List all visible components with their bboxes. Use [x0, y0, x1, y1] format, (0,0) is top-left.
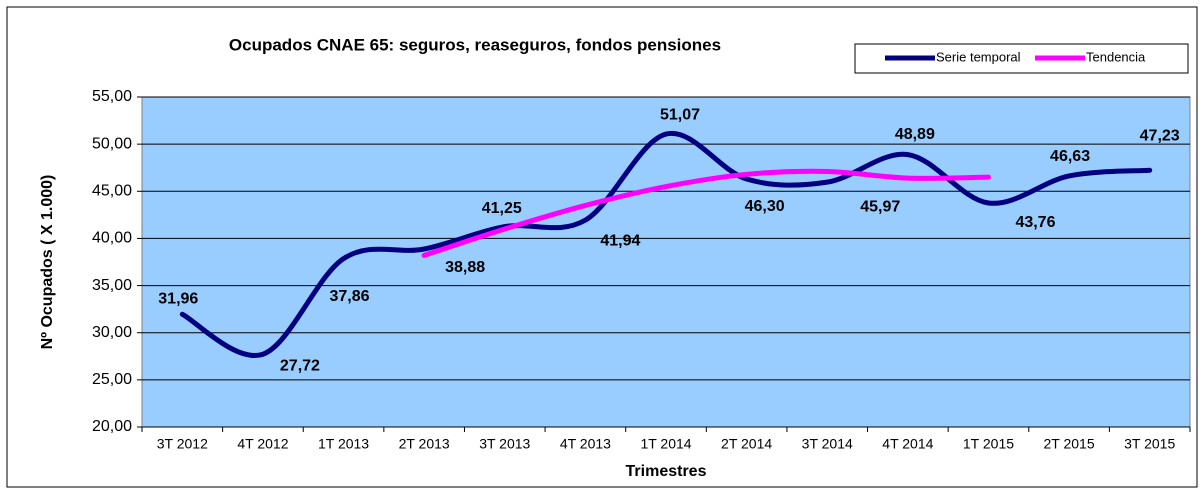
plot-area — [141, 96, 1191, 428]
y-tick-label: 35,00 — [92, 277, 132, 294]
y-tick-label: 55,00 — [92, 88, 132, 105]
data-label: 31,96 — [158, 290, 198, 307]
data-label: 38,88 — [445, 259, 485, 276]
x-tick-label: 3T 2014 — [802, 436, 853, 452]
x-tick-label: 3T 2015 — [1124, 436, 1175, 452]
x-tick-label: 3T 2012 — [157, 436, 208, 452]
x-tick-label: 1T 2015 — [963, 436, 1014, 452]
series-line — [421, 168, 991, 258]
y-tick-label: 50,00 — [92, 135, 132, 152]
data-label: 51,07 — [660, 106, 700, 123]
data-label: 43,76 — [1015, 214, 1055, 231]
x-tick-label: 3T 2013 — [479, 436, 530, 452]
data-label: 41,25 — [482, 200, 522, 217]
y-tick-label: 40,00 — [92, 230, 132, 247]
x-tick-label: 4T 2013 — [560, 436, 611, 452]
y-tick-label: 20,00 — [92, 418, 132, 435]
data-label: 37,86 — [330, 288, 370, 305]
y-axis-title: Nº Ocupados ( X 1.000) — [39, 175, 56, 350]
y-tick-label: 45,00 — [92, 183, 132, 200]
data-label: 41,94 — [600, 232, 640, 249]
x-tick-label: 2T 2014 — [721, 436, 772, 452]
x-tick-label: 4T 2014 — [882, 436, 933, 452]
legend-label: Serie temporal — [936, 49, 1021, 64]
x-tick-label: 2T 2015 — [1044, 436, 1095, 452]
x-axis-title: Trimestres — [626, 463, 707, 480]
data-label: 46,63 — [1050, 148, 1090, 165]
y-tick-label: 30,00 — [92, 324, 132, 341]
series-line — [179, 130, 1153, 359]
x-tick-label: 4T 2012 — [237, 436, 288, 452]
x-tick-label: 2T 2013 — [399, 436, 450, 452]
x-tick-label: 1T 2013 — [318, 436, 369, 452]
data-label: 48,89 — [895, 126, 935, 143]
data-label: 47,23 — [1140, 127, 1180, 144]
y-tick-label: 25,00 — [92, 371, 132, 388]
legend-label: Tendencia — [1086, 49, 1146, 64]
chart-title: Ocupados CNAE 65: seguros, reaseguros, f… — [229, 35, 721, 54]
data-label: 27,72 — [280, 357, 320, 374]
data-label: 46,30 — [745, 198, 785, 215]
x-tick-label: 1T 2014 — [640, 436, 691, 452]
data-label: 45,97 — [860, 198, 900, 215]
